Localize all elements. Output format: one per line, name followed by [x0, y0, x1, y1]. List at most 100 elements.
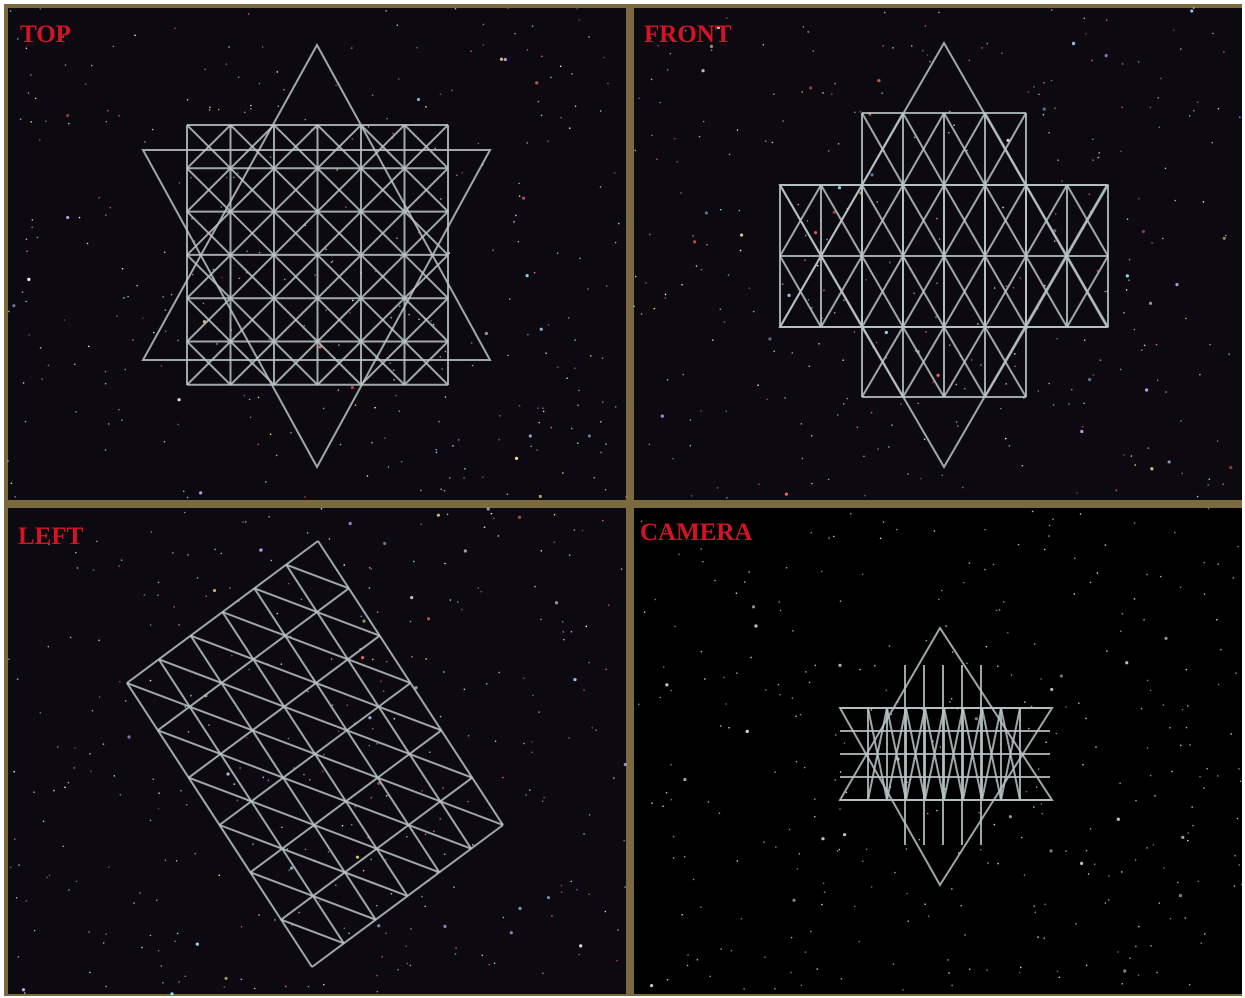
star [1138, 197, 1140, 200]
star [1147, 447, 1150, 449]
star [1091, 59, 1093, 62]
star [1158, 126, 1161, 129]
star [716, 487, 719, 489]
star [449, 599, 452, 601]
star [1052, 518, 1054, 521]
star [389, 362, 391, 364]
viewport-left [8, 508, 626, 994]
star [1065, 706, 1067, 708]
star [252, 843, 254, 845]
star [204, 68, 206, 71]
star [748, 287, 751, 289]
star [563, 638, 565, 641]
star [790, 971, 792, 974]
wire-edge [360, 124, 406, 170]
star [913, 292, 915, 295]
star [662, 805, 664, 808]
star [984, 568, 986, 571]
star [877, 78, 881, 83]
star [351, 299, 354, 302]
star [233, 176, 235, 179]
star [98, 639, 100, 642]
star [155, 899, 158, 902]
star [435, 448, 437, 451]
star [614, 241, 617, 244]
star [1196, 495, 1199, 498]
star [177, 339, 179, 342]
star [1126, 218, 1129, 220]
star [355, 855, 360, 859]
star [1181, 835, 1185, 839]
star [1121, 106, 1123, 109]
star [376, 742, 378, 745]
star [285, 985, 287, 988]
star [1105, 19, 1108, 22]
star [748, 571, 750, 573]
star [820, 570, 823, 573]
star [1223, 51, 1225, 53]
star [425, 658, 427, 660]
star [885, 689, 888, 692]
star [779, 693, 781, 696]
star [986, 42, 989, 45]
wire-edge [360, 167, 406, 213]
star [648, 443, 651, 446]
star [546, 895, 551, 900]
star [142, 317, 144, 319]
star [676, 160, 678, 163]
star [600, 451, 602, 454]
star [287, 582, 290, 585]
star [98, 196, 100, 199]
star [537, 100, 540, 103]
star [1033, 643, 1036, 645]
star [1217, 563, 1220, 565]
star [517, 515, 522, 519]
star [807, 31, 810, 33]
star [514, 32, 516, 35]
star [1133, 522, 1136, 524]
star [570, 880, 573, 883]
star [1156, 379, 1159, 382]
star [392, 132, 394, 135]
star [518, 195, 521, 197]
star [681, 283, 683, 286]
star [981, 47, 983, 49]
star [290, 866, 294, 870]
star [432, 323, 435, 326]
star [21, 988, 26, 992]
star [113, 775, 116, 777]
star [640, 520, 643, 522]
star [1070, 388, 1073, 391]
star [1049, 849, 1053, 853]
star [1002, 206, 1004, 209]
star [257, 443, 260, 446]
star [1104, 290, 1107, 293]
star [723, 321, 726, 323]
star [550, 426, 553, 429]
star [502, 776, 504, 779]
star [948, 972, 950, 974]
wire-edge [280, 918, 345, 945]
star [877, 448, 879, 450]
star [795, 760, 798, 763]
star [456, 601, 459, 603]
star [409, 620, 412, 623]
star [1080, 429, 1084, 434]
star [86, 242, 89, 245]
star [537, 407, 539, 410]
star [322, 407, 325, 410]
star [853, 331, 856, 333]
star [1012, 286, 1015, 289]
star [1138, 925, 1140, 928]
star [220, 276, 223, 279]
star [411, 655, 413, 658]
wire-edge [186, 254, 232, 299]
star [158, 792, 160, 794]
star [673, 137, 676, 140]
star [56, 746, 59, 748]
star [264, 481, 267, 483]
star [791, 697, 794, 699]
star [314, 274, 316, 276]
star [157, 807, 160, 810]
star [464, 467, 466, 470]
